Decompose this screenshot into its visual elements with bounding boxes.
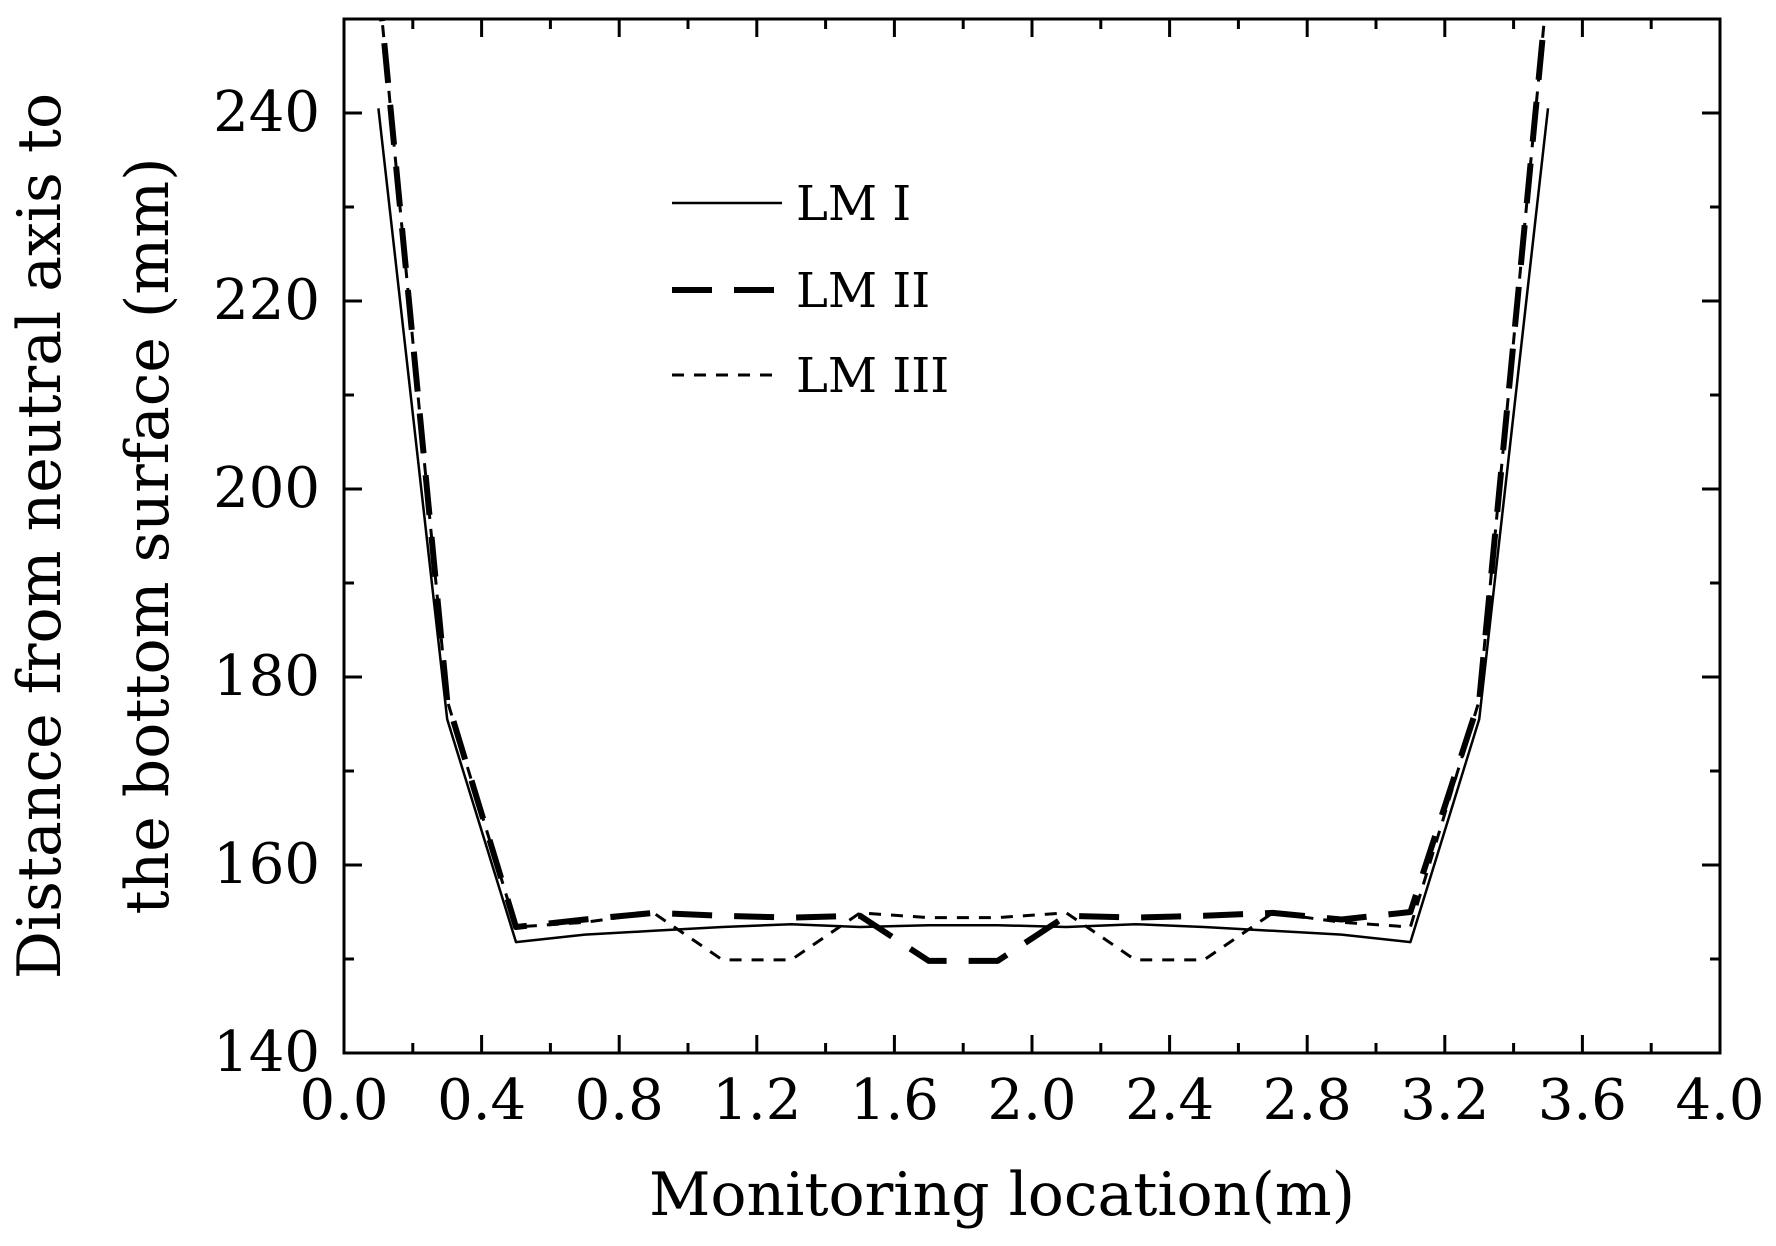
x-axis-title: Monitoring location(m) (649, 1160, 1355, 1230)
y-tick-label: 160 (213, 832, 320, 897)
y-tick-labels: 140 160 180 200 220 240 (213, 80, 320, 1085)
series-line-lm-i (377, 108, 1550, 944)
x-tick-labels: 0.0 0.4 0.8 1.2 1.6 2.0 2.4 2.8 3.2 3.6 4.0 (299, 1068, 1764, 1133)
tick-marks (342, 19, 1722, 1055)
legend-label: LM I (796, 176, 911, 232)
x-tick-label: 1.6 (850, 1068, 939, 1133)
y-axis-title-line-2: the bottom surface (mm) (113, 157, 183, 914)
legend-label: LM II (796, 263, 930, 319)
x-tick-label: 1.2 (712, 1068, 801, 1133)
y-tick-label: 220 (213, 268, 320, 333)
x-tick-label: 0.0 (299, 1068, 388, 1133)
x-tick-label: 0.4 (437, 1068, 526, 1133)
x-tick-label: 3.2 (1400, 1068, 1489, 1133)
series-line-lm-iii (380, 19, 1546, 962)
x-tick-label: 4.0 (1675, 1068, 1764, 1133)
x-tick-label: 2.8 (1263, 1068, 1352, 1133)
series-line-lm-ii (378, 19, 1548, 964)
legend: LM I LM II LM III (672, 176, 949, 404)
y-tick-label: 200 (213, 456, 320, 521)
x-tick-label: 2.0 (987, 1068, 1076, 1133)
x-tick-label: 2.4 (1125, 1068, 1214, 1133)
x-tick-label: 0.8 (575, 1068, 664, 1133)
y-axis-title-line-1: Distance from neutral axis to (5, 93, 75, 979)
y-tick-label: 240 (213, 80, 320, 145)
y-tick-label: 140 (213, 1020, 320, 1085)
series-lines (377, 19, 1550, 964)
y-tick-label: 180 (213, 644, 320, 709)
x-tick-label: 3.6 (1538, 1068, 1627, 1133)
legend-label: LM III (796, 348, 949, 404)
plot-frame (342, 17, 1722, 1055)
